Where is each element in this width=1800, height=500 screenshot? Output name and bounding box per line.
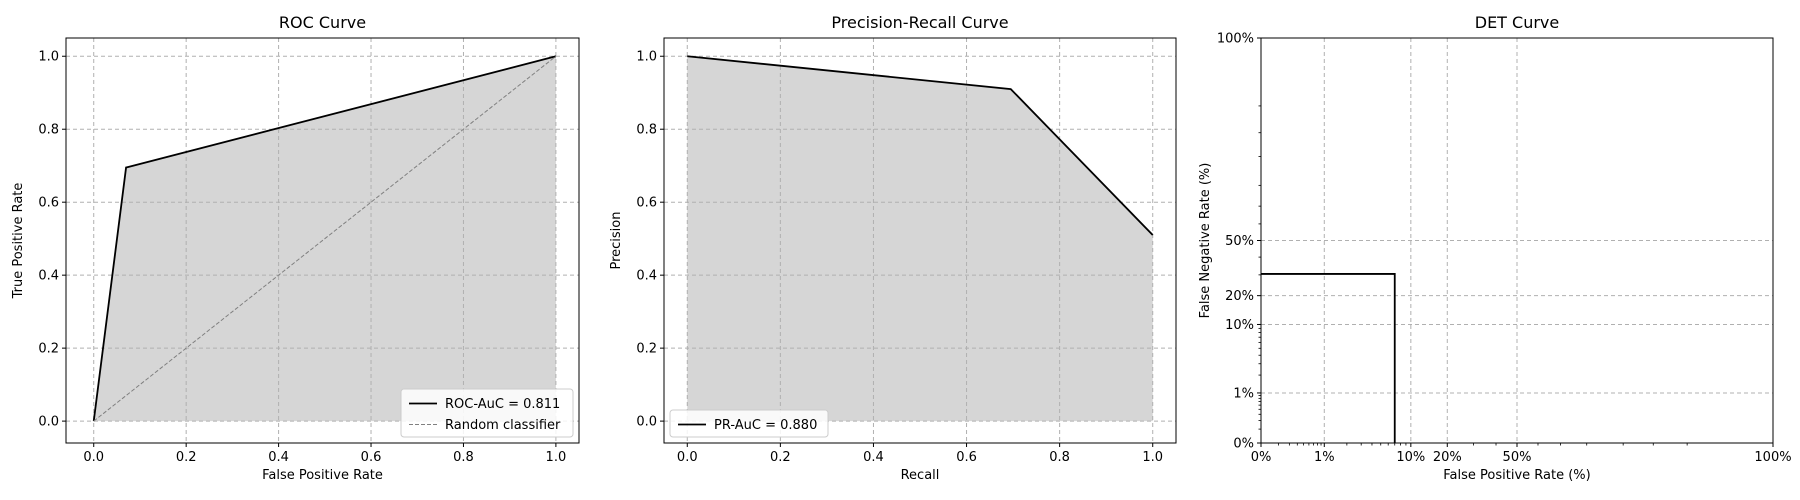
x-axis-label: Recall	[901, 468, 940, 483]
legend: PR-AuC = 0.880	[669, 409, 829, 438]
plot-frame	[65, 37, 580, 444]
y-tick-label: 0.2	[38, 342, 59, 357]
area-fill-series-1	[687, 56, 1153, 422]
chart-3: 0% 1% 10% 20% 50% 100% 0% 1% 10% 20% 50% 100% DET Cu…	[1198, 13, 1792, 483]
x-tick-label: 100%	[1754, 450, 1791, 465]
x-tick-label: 10%	[1396, 450, 1425, 465]
y-tick-label: 1.0	[38, 50, 59, 65]
x-tick-label: 20%	[1433, 450, 1462, 465]
x-tick-label: 0.2	[770, 450, 791, 465]
y-tick-label: 0.4	[38, 269, 59, 284]
chart-1: 0.0 0.2 0.4 0.6 0.8 1.0 0.0 0.2 0.4 0.6 0.8 1.0 ROC …	[11, 13, 580, 483]
x-tick-label: 1.0	[546, 450, 567, 465]
y-axis-label: False Negative Rate (%)	[1198, 163, 1213, 319]
x-axis-label: False Positive Rate (%)	[1443, 468, 1590, 483]
legend: ROC-AuC = 0.811 Random classifier	[400, 388, 574, 438]
y-tick-label: 0.0	[38, 415, 59, 430]
y-tick-label: 0.6	[38, 196, 59, 211]
y-tick-label: 0.6	[636, 196, 657, 211]
series-line-2	[93, 55, 557, 422]
y-tick-label: 1.0	[636, 50, 657, 65]
chart-title: Precision-Recall Curve	[831, 13, 1008, 32]
y-tick-label: 0.8	[636, 123, 657, 138]
plot-frame	[663, 37, 1177, 444]
y-tick-label: 100%	[1217, 32, 1254, 47]
x-tick-label: 0.2	[176, 450, 197, 465]
series-line-1	[687, 55, 1154, 236]
series-line-1	[92, 55, 557, 422]
y-axis-label: Precision	[609, 211, 624, 269]
legend-entry: Random classifier	[445, 418, 561, 433]
x-tick-label: 0.4	[268, 450, 289, 465]
y-tick-label: 50%	[1225, 234, 1254, 249]
x-axis-label: False Positive Rate	[262, 468, 383, 483]
y-tick-label: 0.0	[636, 415, 657, 430]
legend-box	[400, 388, 574, 438]
series-line-1	[1261, 273, 1396, 443]
y-tick-label: 10%	[1225, 318, 1254, 333]
x-tick-label: 0.0	[83, 450, 104, 465]
y-tick-label: 0%	[1233, 437, 1254, 452]
x-tick-label: 0.8	[453, 450, 474, 465]
x-tick-label: 50%	[1503, 450, 1532, 465]
x-tick-label: 0.8	[1049, 450, 1070, 465]
y-tick-label: 20%	[1225, 289, 1254, 304]
legend-entry: PR-AuC = 0.880	[714, 418, 817, 433]
x-tick-label: 1%	[1314, 450, 1335, 465]
y-axis-label: True Positive Rate	[11, 183, 26, 300]
y-tick-label: 1%	[1233, 386, 1254, 401]
x-tick-label: 0.4	[863, 450, 884, 465]
legend-box	[669, 409, 829, 438]
y-tick-label: 0.4	[636, 269, 657, 284]
x-tick-label: 0%	[1251, 450, 1272, 465]
chart-title: DET Curve	[1475, 13, 1560, 32]
y-tick-label: 0.8	[38, 123, 59, 138]
y-tick-label: 0.2	[636, 342, 657, 357]
chart-title: ROC Curve	[279, 13, 366, 32]
x-tick-label: 0.6	[956, 450, 977, 465]
chart-2: 0.0 0.2 0.4 0.6 0.8 1.0 0.0 0.2 0.4 0.6 0.8 1.0 Prec…	[609, 13, 1177, 483]
x-tick-label: 0.6	[361, 450, 382, 465]
legend-entry: ROC-AuC = 0.811	[445, 397, 560, 412]
x-tick-label: 1.0	[1142, 450, 1163, 465]
x-tick-label: 0.0	[677, 450, 698, 465]
